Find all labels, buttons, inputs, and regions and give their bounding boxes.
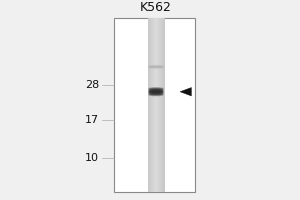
Ellipse shape [148, 91, 164, 93]
Text: 17: 17 [85, 115, 99, 125]
Bar [157, 18, 158, 192]
Ellipse shape [148, 66, 164, 68]
Bar [163, 18, 164, 192]
Text: 10: 10 [85, 153, 99, 163]
Bar [154, 18, 155, 192]
Bar [156, 18, 157, 192]
Ellipse shape [148, 88, 164, 90]
Bar [150, 18, 151, 192]
Ellipse shape [148, 89, 164, 91]
Bar [149, 18, 150, 192]
Ellipse shape [148, 67, 164, 69]
Ellipse shape [148, 92, 164, 94]
Bar [158, 18, 159, 192]
Bar [152, 18, 153, 192]
Bar [151, 18, 152, 192]
Text: K562: K562 [140, 1, 172, 14]
Bar [159, 18, 160, 192]
Bar [151, 18, 152, 192]
Bar [155, 18, 156, 192]
Ellipse shape [148, 92, 164, 94]
Bar [150, 18, 151, 192]
Bar [160, 18, 161, 192]
Bar [148, 18, 149, 192]
Bar [152, 18, 153, 192]
Bar [162, 18, 163, 192]
Ellipse shape [148, 87, 164, 89]
Bar [150, 18, 151, 192]
Ellipse shape [148, 90, 164, 92]
Bar [156, 18, 157, 192]
Bar [162, 18, 163, 192]
Bar [161, 18, 162, 192]
Text: 28: 28 [85, 80, 99, 90]
Bar [162, 18, 163, 192]
Bar [161, 18, 162, 192]
Ellipse shape [148, 65, 164, 68]
Bar [160, 18, 161, 192]
Bar [152, 18, 153, 192]
Bar [153, 18, 154, 192]
Bar [158, 18, 159, 192]
Bar [156, 18, 157, 192]
Bar [154, 18, 155, 192]
Ellipse shape [148, 91, 164, 93]
Bar [149, 18, 150, 192]
Ellipse shape [148, 90, 164, 92]
Bar [148, 18, 149, 192]
Bar [163, 18, 164, 192]
Bar [164, 18, 165, 192]
Ellipse shape [148, 92, 164, 95]
Bar [160, 18, 161, 192]
Bar [154, 18, 155, 192]
Bar [157, 18, 158, 192]
Bar [114, 18, 195, 192]
Ellipse shape [148, 94, 164, 96]
Ellipse shape [148, 65, 164, 67]
Ellipse shape [148, 89, 164, 91]
Ellipse shape [148, 93, 164, 95]
Bar [158, 18, 159, 192]
Bar [151, 18, 152, 192]
Polygon shape [180, 88, 191, 96]
Bar [159, 18, 160, 192]
Ellipse shape [148, 93, 164, 96]
Bar [155, 18, 156, 192]
Bar [148, 18, 149, 192]
Ellipse shape [148, 88, 164, 90]
Bar [153, 18, 154, 192]
